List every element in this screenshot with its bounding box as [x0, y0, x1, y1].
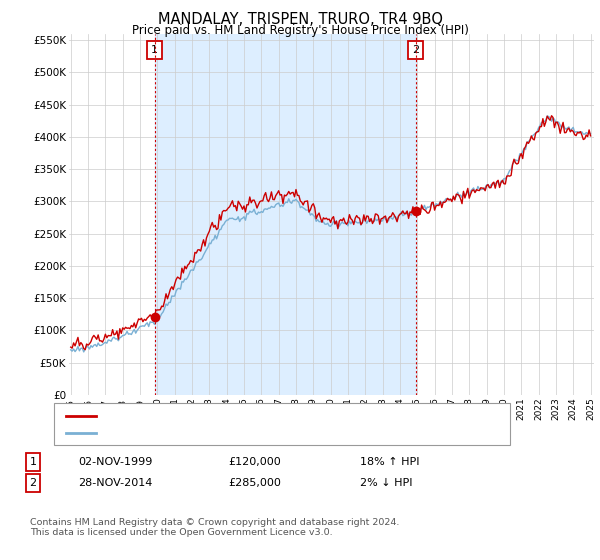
Bar	[155, 34, 416, 395]
Text: Contains HM Land Registry data © Crown copyright and database right 2024.
This d: Contains HM Land Registry data © Crown c…	[30, 518, 400, 538]
Text: 2: 2	[29, 478, 37, 488]
Text: MANDALAY, TRISPEN, TRURO, TR4 9BQ: MANDALAY, TRISPEN, TRURO, TR4 9BQ	[157, 12, 443, 27]
Text: HPI: Average price, detached house, Cornwall: HPI: Average price, detached house, Corn…	[102, 428, 340, 438]
Text: 1: 1	[151, 45, 158, 55]
Text: Price paid vs. HM Land Registry's House Price Index (HPI): Price paid vs. HM Land Registry's House …	[131, 24, 469, 37]
Text: MANDALAY, TRISPEN, TRURO, TR4 9BQ (detached house): MANDALAY, TRISPEN, TRURO, TR4 9BQ (detac…	[102, 411, 399, 421]
Text: 18% ↑ HPI: 18% ↑ HPI	[360, 457, 419, 467]
Text: 2: 2	[412, 45, 419, 55]
Text: £120,000: £120,000	[228, 457, 281, 467]
Text: 02-NOV-1999: 02-NOV-1999	[78, 457, 152, 467]
Text: 28-NOV-2014: 28-NOV-2014	[78, 478, 152, 488]
Text: £285,000: £285,000	[228, 478, 281, 488]
Text: 1: 1	[29, 457, 37, 467]
Text: 2% ↓ HPI: 2% ↓ HPI	[360, 478, 413, 488]
